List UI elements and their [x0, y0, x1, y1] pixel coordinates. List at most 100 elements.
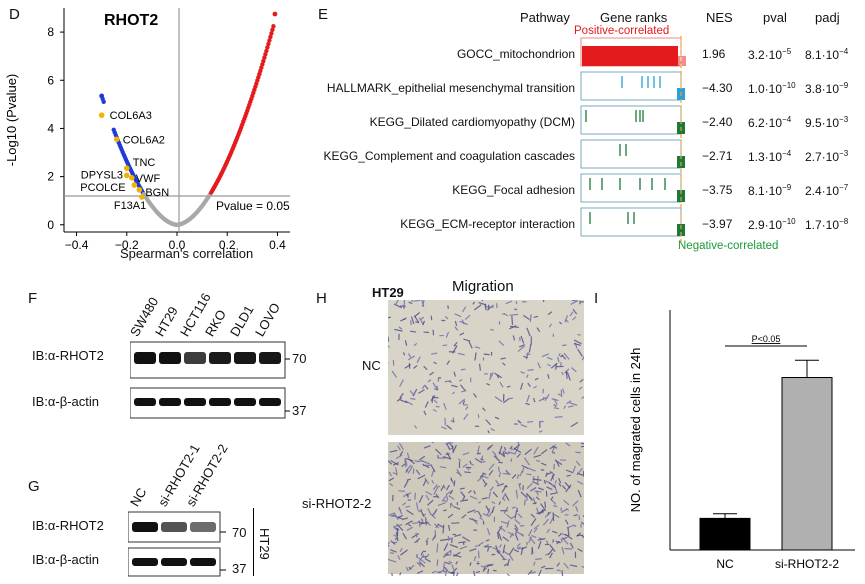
- cell-mark: [415, 502, 419, 511]
- mw-37-g: 37: [232, 561, 247, 576]
- mw-70-f: 70: [292, 351, 307, 366]
- nes-value: −2.40: [702, 115, 733, 129]
- cell-mark: [571, 367, 577, 373]
- cell-mark: [404, 400, 413, 406]
- cell-mark: [552, 512, 555, 522]
- cell-mark: [433, 484, 438, 490]
- cell-mark: [487, 444, 494, 450]
- cell-mark: [540, 449, 548, 455]
- cell-mark: [459, 332, 465, 336]
- cell-mark: [549, 445, 555, 450]
- cell-mark: [537, 362, 541, 369]
- cell-mark: [488, 469, 494, 476]
- band-actin: [134, 398, 156, 406]
- cell-mark: [456, 468, 462, 477]
- cell-mark: [514, 533, 519, 541]
- cell-mark: [564, 519, 569, 525]
- cell-mark: [400, 549, 408, 556]
- cell-mark: [454, 313, 462, 318]
- cell-mark: [451, 384, 458, 388]
- band-actin: [234, 398, 256, 406]
- cell-mark: [564, 533, 573, 540]
- cell-mark: [553, 404, 557, 407]
- nes-value: −4.30: [702, 81, 733, 95]
- cell-mark: [502, 451, 505, 457]
- scatter-point: [260, 62, 265, 67]
- cell-mark: [439, 569, 445, 574]
- cell-mark: [538, 430, 543, 433]
- cell-mark: [420, 316, 425, 321]
- cell-mark: [536, 507, 540, 515]
- cell-mark: [406, 509, 414, 516]
- nes-value: 1.96: [702, 47, 726, 61]
- padj-value: 2.7·10−3: [805, 149, 849, 164]
- cell-mark: [487, 568, 490, 574]
- padj-value: 9.5·10−3: [805, 115, 849, 130]
- cell-mark: [553, 513, 560, 519]
- cell-mark: [498, 501, 502, 506]
- cell-mark: [540, 565, 546, 569]
- scatter-point: [99, 93, 105, 99]
- cell-mark: [579, 378, 584, 383]
- cell-mark: [409, 330, 417, 333]
- cell-mark: [416, 537, 421, 542]
- cell-mark: [447, 571, 454, 575]
- band-actin: [190, 558, 216, 566]
- blot-label-actin-g: IB:α-β-actin: [32, 552, 100, 567]
- cell-mark: [469, 548, 477, 552]
- gene-label: COL6A2: [123, 134, 165, 146]
- cell-mark: [446, 360, 451, 365]
- cell-mark: [388, 471, 392, 477]
- cell-mark: [450, 502, 454, 507]
- cell-mark: [433, 487, 439, 495]
- cell-mark: [421, 384, 426, 390]
- cell-mark: [390, 540, 396, 545]
- cell-mark: [445, 442, 453, 445]
- cell-mark: [467, 489, 472, 494]
- cell-mark: [525, 402, 530, 406]
- cell-mark: [567, 405, 574, 408]
- cell-mark: [544, 393, 550, 402]
- cell-mark: [469, 495, 478, 500]
- cell-mark: [455, 561, 459, 565]
- y-tick-label: 6: [47, 73, 54, 87]
- cell-mark: [443, 569, 448, 573]
- cell-mark: [561, 485, 567, 490]
- cell-mark: [443, 509, 447, 512]
- y-tick-label: 8: [47, 25, 54, 39]
- cell-mark: [565, 370, 568, 379]
- cell-mark: [422, 320, 425, 326]
- cell-mark: [513, 549, 519, 553]
- cell-mark: [416, 561, 421, 566]
- cell-mark: [513, 447, 522, 454]
- pval-value: 2.9·10−10: [748, 217, 796, 232]
- cell-mark: [506, 385, 511, 388]
- cell-mark: [413, 300, 421, 302]
- cell-mark: [391, 370, 398, 378]
- cell-mark: [490, 427, 495, 432]
- cell-mark: [436, 543, 439, 553]
- cell-mark: [561, 570, 564, 576]
- cell-mark: [474, 352, 477, 361]
- pval-value: 3.2·10−5: [748, 47, 792, 62]
- cell-mark: [473, 556, 477, 562]
- cell-mark: [578, 386, 583, 390]
- cell-mark: [489, 372, 492, 377]
- cell-mark: [498, 472, 502, 478]
- cell-mark: [556, 562, 561, 567]
- cell-mark: [511, 506, 516, 509]
- rank-track: [580, 139, 682, 169]
- cell-mark: [405, 566, 409, 572]
- cell-mark: [552, 504, 558, 508]
- pathway-name: HALLMARK_epithelial mesenchymal transiti…: [326, 81, 575, 95]
- cell-mark: [512, 335, 516, 341]
- cell-mark: [445, 489, 454, 496]
- blot-label-actin: IB:α-β-actin: [32, 394, 100, 409]
- cell-mark: [457, 458, 462, 462]
- cell-mark: [392, 526, 399, 532]
- cell-mark: [397, 445, 401, 451]
- rank-track: [580, 71, 682, 101]
- cell-mark: [528, 529, 533, 537]
- cell-mark: [504, 493, 510, 501]
- pathway-name: KEGG_Complement and coagulation cascades: [323, 149, 575, 163]
